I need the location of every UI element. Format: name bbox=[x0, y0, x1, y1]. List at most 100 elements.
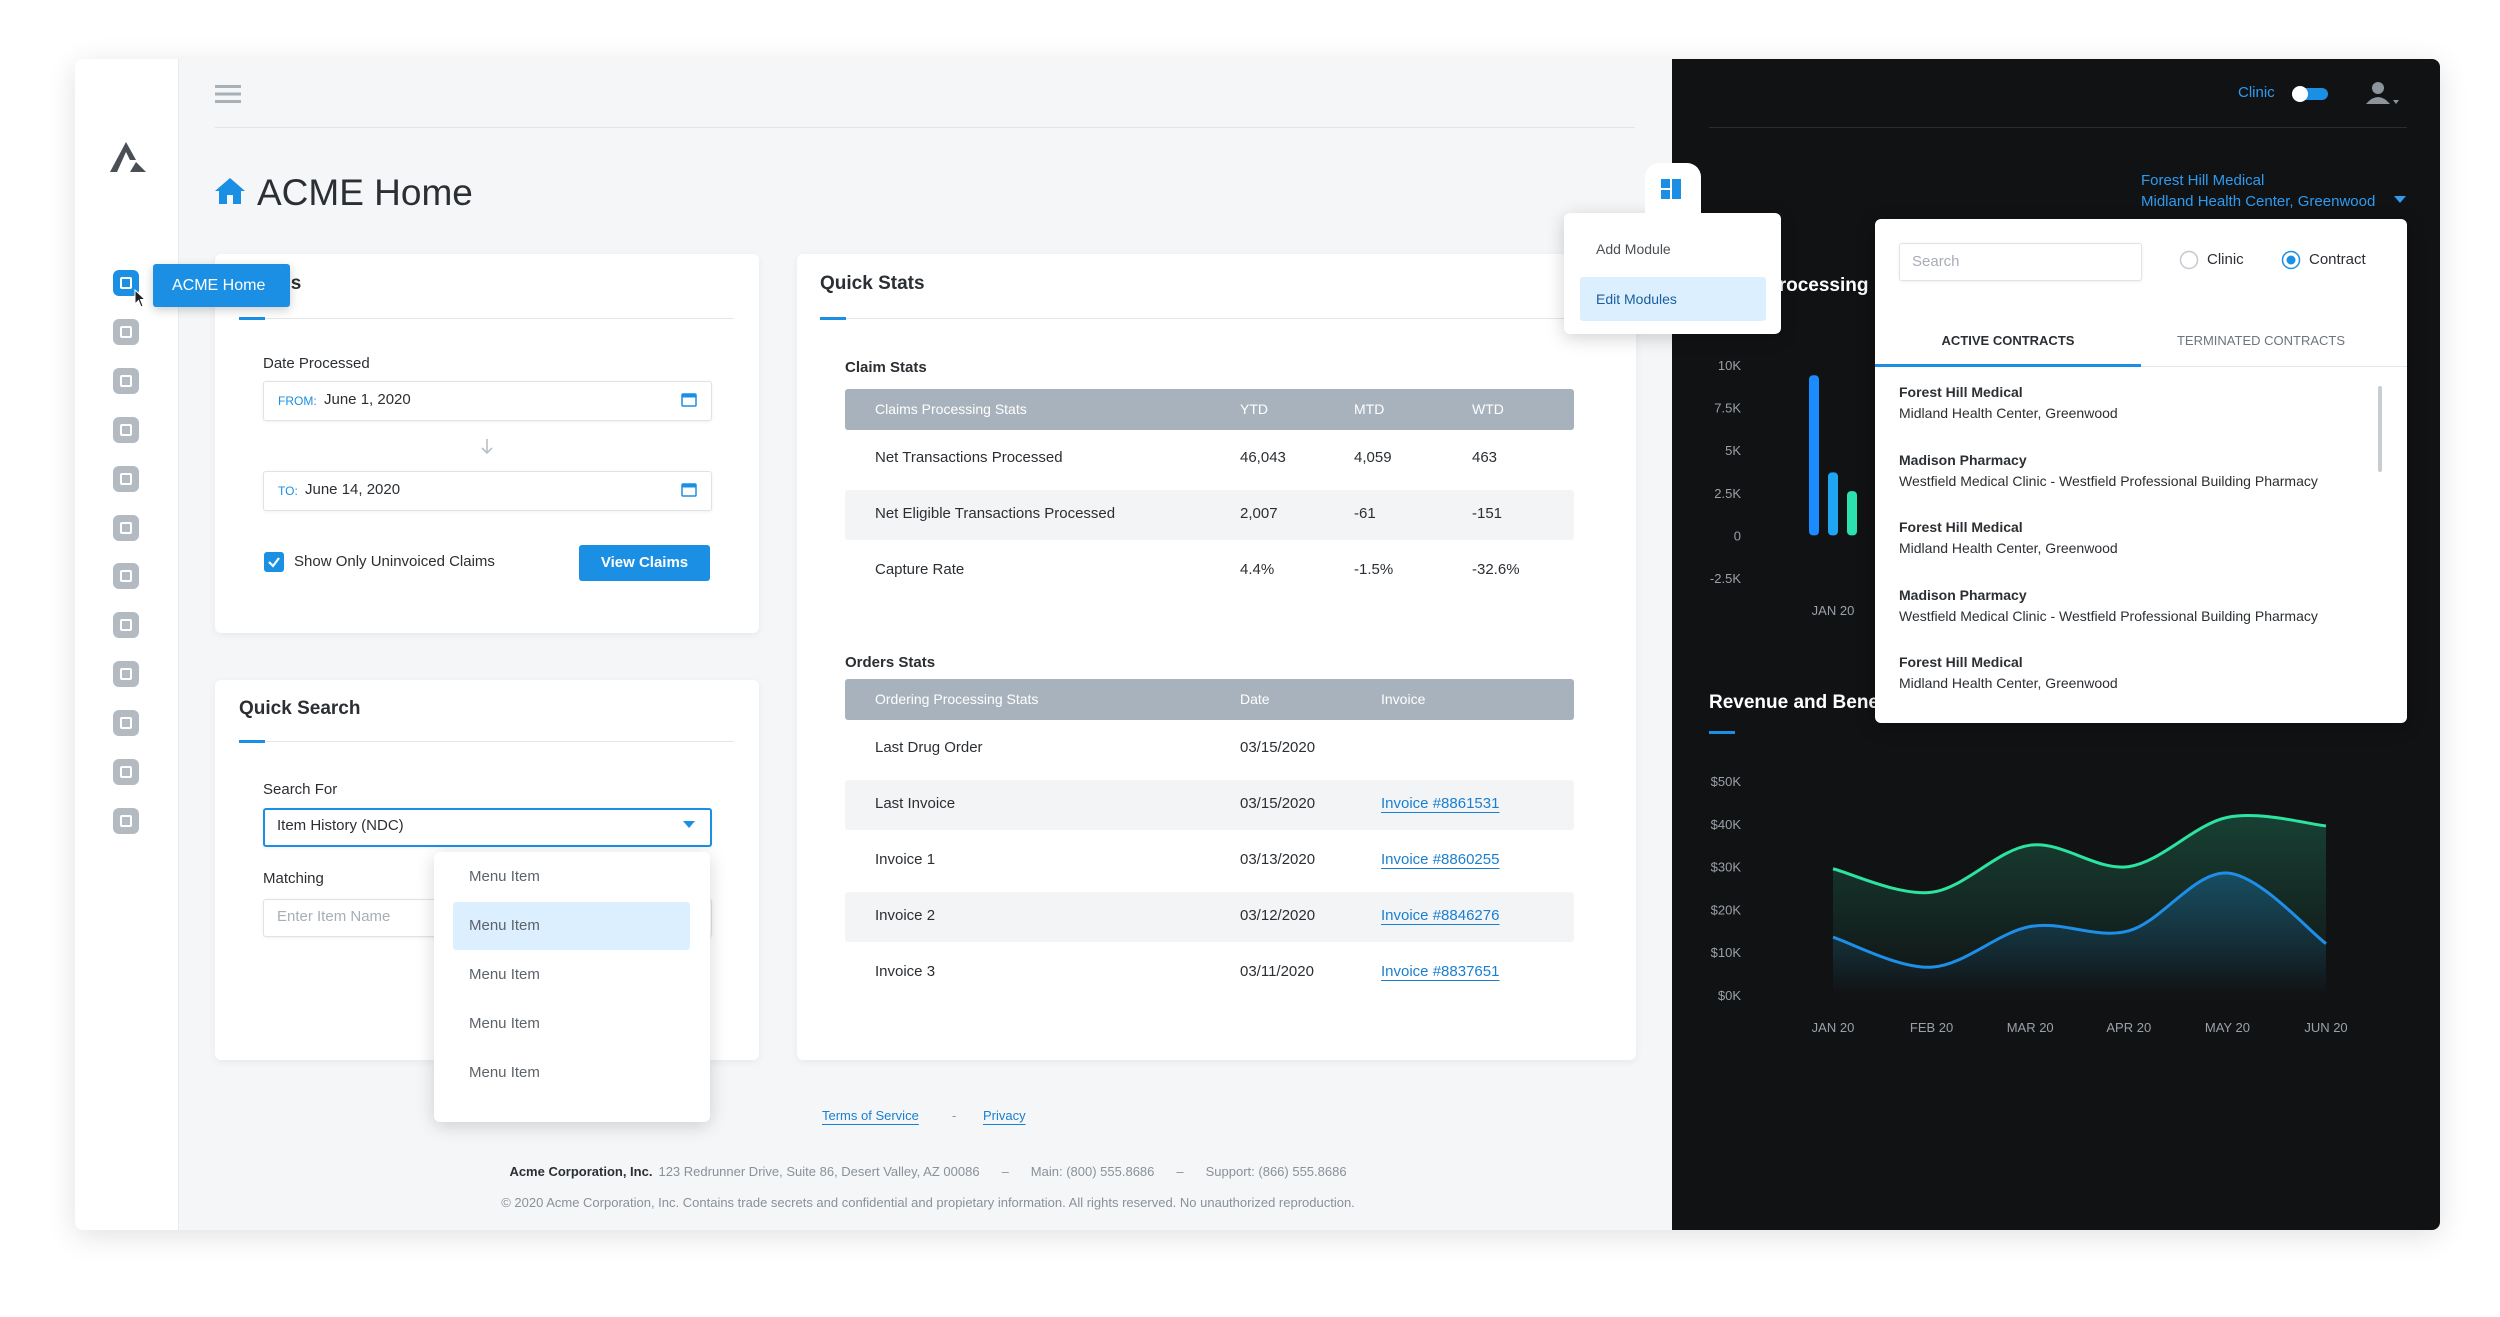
card-divider bbox=[239, 318, 734, 319]
footer-link[interactable]: Privacy bbox=[983, 1108, 1026, 1123]
nav-icon[interactable] bbox=[113, 368, 139, 394]
menu-item[interactable]: Menu Item bbox=[469, 917, 540, 934]
checkbox[interactable] bbox=[264, 552, 284, 572]
menu-button[interactable] bbox=[215, 84, 241, 104]
footer-contact: Acme Corporation, Inc. 123 Redrunner Driv… bbox=[0, 1161, 1856, 1183]
contact-info: Support: (866) 555.8686 bbox=[1205, 1164, 1347, 1179]
contract-name[interactable]: Forest Hill Medical bbox=[1899, 384, 2023, 400]
menu-item[interactable]: Menu Item bbox=[469, 868, 540, 885]
contract-name[interactable]: Madison Pharmacy bbox=[1899, 451, 2027, 468]
radio-label: Clinic bbox=[2207, 251, 2244, 268]
nav-icon[interactable] bbox=[113, 661, 139, 687]
contract-name[interactable]: Madison Pharmacy bbox=[1899, 586, 2027, 603]
radio-label: Contract bbox=[2309, 251, 2366, 268]
table-cell: 2,007 bbox=[1240, 505, 1278, 522]
caret bbox=[683, 821, 695, 828]
menu-item[interactable]: Edit Modules bbox=[1596, 291, 1677, 307]
field-label: Matching bbox=[263, 870, 324, 887]
table-cell: 463 bbox=[1472, 449, 1498, 466]
y-tick-label: 2.5K bbox=[1714, 486, 1741, 501]
y-tick-label: 0 bbox=[1734, 528, 1741, 543]
date-input[interactable] bbox=[263, 471, 712, 511]
card-accent bbox=[239, 317, 265, 320]
tab[interactable]: TERMINATED CONTRACTS bbox=[2176, 333, 2346, 348]
sidebar bbox=[75, 59, 179, 1230]
scrollbar bbox=[2378, 386, 2382, 472]
calendar-icon[interactable] bbox=[681, 393, 697, 407]
table-cell: Net Eligible Transactions Processed bbox=[875, 505, 1116, 522]
column-header: Ordering Processing Stats bbox=[875, 691, 1039, 707]
card-divider bbox=[239, 741, 734, 742]
tab[interactable]: ACTIVE CONTRACTS bbox=[1941, 333, 2075, 348]
select[interactable] bbox=[263, 808, 712, 847]
table-cell: 03/13/2020 bbox=[1240, 851, 1316, 868]
menu-item[interactable]: Menu Item bbox=[469, 966, 540, 983]
radio[interactable] bbox=[2281, 250, 2301, 270]
radio[interactable] bbox=[2179, 250, 2199, 270]
footer-separator: - bbox=[952, 1108, 957, 1123]
table-cell: Last Invoice bbox=[875, 795, 956, 812]
x-tick-label: JAN 20 bbox=[1812, 603, 1855, 618]
table-cell: Last Drug Order bbox=[875, 739, 983, 756]
tab-divider bbox=[1875, 366, 2407, 367]
nav-icon[interactable] bbox=[113, 808, 139, 834]
row-shade bbox=[845, 780, 1574, 830]
invoice-link[interactable]: Invoice #8846276 bbox=[1381, 907, 1500, 924]
line bbox=[1832, 871, 2327, 969]
column-header: MTD bbox=[1354, 401, 1385, 417]
menu-highlight bbox=[453, 902, 690, 950]
arrow-down bbox=[481, 439, 493, 455]
calendar-icon[interactable] bbox=[681, 483, 697, 497]
button[interactable]: View Claims bbox=[579, 545, 710, 581]
input-value: June 1, 2020 bbox=[324, 391, 411, 408]
y-tick-label: $20K bbox=[1711, 902, 1742, 917]
table-cell: Net Transactions Processed bbox=[875, 449, 1063, 466]
invoice-link[interactable]: Invoice #8860255 bbox=[1381, 851, 1500, 868]
user-menu[interactable] bbox=[2364, 80, 2400, 108]
row-shade bbox=[845, 490, 1574, 540]
search-input[interactable] bbox=[1899, 243, 2142, 281]
table-cell: -1.5% bbox=[1354, 561, 1394, 578]
menu-item[interactable]: Menu Item bbox=[469, 1015, 540, 1032]
placeholder: Search bbox=[1912, 253, 1960, 270]
contract-detail: Westfield Medical Clinic - Westfield Pro… bbox=[1899, 607, 2318, 624]
invoice-link[interactable]: Invoice #8861531 bbox=[1381, 795, 1500, 812]
x-tick-label: MAY 20 bbox=[2205, 1020, 2250, 1035]
table-cell: 03/11/2020 bbox=[1240, 963, 1314, 980]
menu-item[interactable]: Add Module bbox=[1596, 241, 1671, 257]
nav-icon[interactable] bbox=[113, 417, 139, 443]
nav-icon[interactable] bbox=[113, 710, 139, 736]
logo bbox=[110, 142, 146, 172]
company-name: Acme Corporation, Inc. bbox=[509, 1164, 653, 1179]
placeholder: Enter Item Name bbox=[277, 908, 391, 925]
field-label: Search For bbox=[263, 781, 338, 798]
nav-icon[interactable] bbox=[113, 466, 139, 492]
contract-name[interactable]: Forest Hill Medical bbox=[1899, 654, 2023, 670]
y-tick-label: $0K bbox=[1718, 988, 1741, 1003]
y-tick-label: $50K bbox=[1711, 774, 1742, 789]
contract-detail: Midland Health Center, Greenwood bbox=[1899, 675, 2118, 691]
invoice-link[interactable]: Invoice #8837651 bbox=[1381, 963, 1500, 980]
footer-link[interactable]: Terms of Service bbox=[822, 1108, 919, 1123]
contract-name[interactable]: Forest Hill Medical bbox=[1899, 519, 2023, 535]
column-header: Invoice bbox=[1381, 691, 1426, 707]
separator: – bbox=[1176, 1164, 1184, 1179]
table-header bbox=[845, 389, 1574, 430]
row-shade bbox=[845, 892, 1574, 942]
nav-icon[interactable] bbox=[113, 612, 139, 638]
date-input[interactable] bbox=[263, 381, 712, 421]
y-tick-label: $30K bbox=[1711, 860, 1742, 875]
location-name[interactable]: Forest Hill Medical bbox=[2141, 172, 2265, 189]
card-accent bbox=[239, 740, 265, 743]
bar bbox=[1847, 491, 1857, 536]
nav-icon[interactable] bbox=[113, 319, 139, 345]
nav-icon[interactable] bbox=[113, 759, 139, 785]
contract-detail: Westfield Medical Clinic - Westfield Pro… bbox=[1899, 472, 2318, 489]
section-title: Orders Stats bbox=[845, 654, 936, 671]
menu-item[interactable]: Menu Item bbox=[469, 1064, 540, 1081]
location-detail[interactable]: Midland Health Center, Greenwood bbox=[2141, 193, 2376, 210]
toggle[interactable] bbox=[2290, 84, 2330, 104]
nav-icon[interactable] bbox=[113, 563, 139, 589]
nav-icon[interactable] bbox=[113, 515, 139, 541]
table-cell: 03/15/2020 bbox=[1240, 795, 1316, 812]
